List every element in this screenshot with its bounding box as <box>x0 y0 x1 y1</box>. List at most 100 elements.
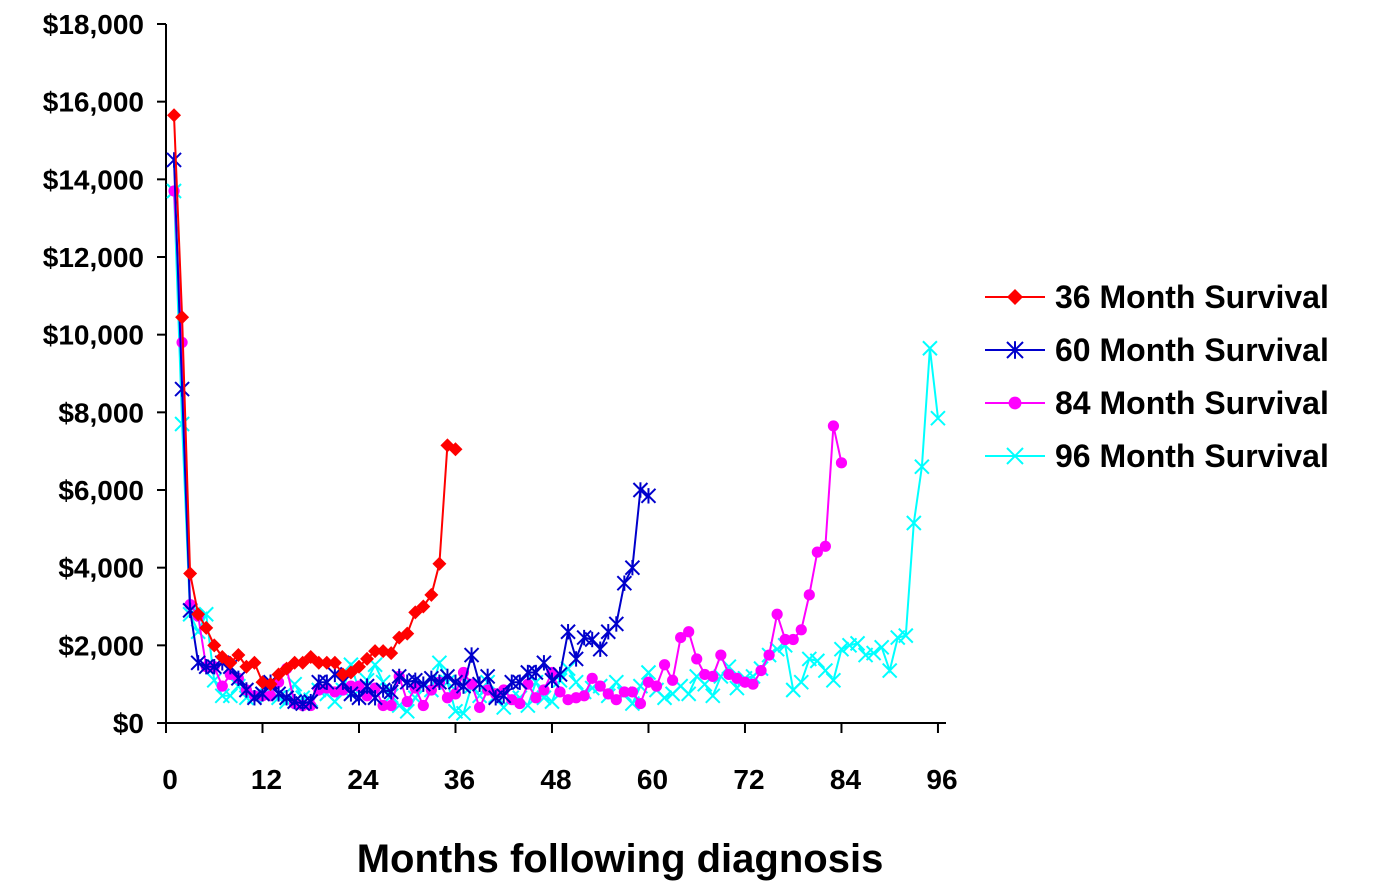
data-point-cross <box>455 705 472 721</box>
data-point-cross-stroke <box>873 639 890 655</box>
legend-label: 96 Month Survival <box>1055 438 1329 474</box>
data-point-star <box>479 668 496 685</box>
data-point-star <box>343 686 359 702</box>
data-point-cross <box>568 674 584 690</box>
data-point-cross <box>817 662 834 679</box>
series-84-month-survival <box>168 185 848 714</box>
data-point-circle <box>707 670 719 683</box>
y-tick-label: $2,000 <box>58 630 144 661</box>
data-point-cross-stroke <box>536 690 552 706</box>
data-point-star <box>166 152 182 168</box>
data-point-circle <box>650 680 663 692</box>
data-point-circle <box>763 649 775 661</box>
data-point-diamond <box>424 587 439 602</box>
data-point-cross <box>873 639 890 655</box>
data-point-circle <box>691 653 703 665</box>
data-point-circle <box>835 457 848 469</box>
data-point-cross-stroke <box>222 688 239 704</box>
data-point-circle <box>578 690 590 702</box>
data-point-cross-stroke <box>922 340 938 356</box>
series-96-month-survival <box>166 183 946 721</box>
data-point-circle <box>779 633 791 646</box>
data-point-star <box>624 559 641 576</box>
data-point-star <box>1006 341 1024 359</box>
data-point-cross-stroke <box>560 660 576 677</box>
data-point-cross-stroke <box>544 693 560 710</box>
data-point-circle <box>755 664 767 677</box>
data-point-cross-stroke <box>230 678 247 694</box>
data-point-cross <box>431 655 448 671</box>
data-point-cross <box>898 627 914 644</box>
data-point-cross-stroke <box>825 672 842 688</box>
x-axis: 0 12 24 36 48 60 72 84 96 <box>162 722 958 795</box>
data-point-circle <box>827 420 840 432</box>
data-point-star <box>383 684 399 700</box>
x-tick-label: 0 <box>162 764 178 795</box>
data-point-circle <box>658 659 671 671</box>
x-tick-label: 12 <box>251 764 282 795</box>
data-point-cross <box>865 645 882 661</box>
data-point-cross <box>174 416 190 432</box>
data-point-cross-stroke <box>705 688 721 704</box>
data-point-cross-stroke <box>455 705 472 721</box>
data-point-cross <box>656 690 673 706</box>
data-point-cross-stroke <box>793 674 809 690</box>
data-point-cross-stroke <box>431 655 448 671</box>
x-tick-label: 72 <box>733 764 764 795</box>
y-tick-label: $10,000 <box>43 320 144 351</box>
data-point-circle <box>514 697 526 710</box>
x-tick-label: 60 <box>637 764 668 795</box>
data-point-star <box>359 678 375 694</box>
data-point-circle <box>675 631 687 644</box>
data-point-diamond <box>191 607 206 622</box>
data-point-circle <box>811 546 823 558</box>
data-point-cross <box>640 664 657 681</box>
data-point-cross <box>882 662 898 679</box>
data-point-circle <box>385 699 397 712</box>
data-point-star <box>632 482 649 498</box>
data-point-cross <box>849 635 866 652</box>
data-point-circle <box>602 688 614 700</box>
data-point-circle <box>803 589 815 601</box>
data-point-circle <box>417 699 429 712</box>
data-point-star <box>423 670 440 687</box>
data-point-star <box>455 678 472 694</box>
x-axis-title: Months following diagnosis <box>357 837 884 881</box>
data-point-diamond <box>368 644 383 659</box>
data-point-cross-stroke <box>174 416 190 432</box>
data-point-cross <box>809 653 826 669</box>
data-point-diamond <box>351 659 366 674</box>
data-point-diamond <box>416 599 431 614</box>
data-point-cross-stroke <box>447 703 464 720</box>
data-point-circle <box>795 624 807 636</box>
data-point-diamond <box>199 620 214 635</box>
data-point-star <box>206 658 222 675</box>
data-point-circle <box>666 674 679 686</box>
legend-item: 60 Month Survival <box>985 332 1329 368</box>
series-line <box>173 190 939 715</box>
data-point-star <box>431 674 448 690</box>
x-tick-label: 48 <box>540 764 571 795</box>
y-tick-label: $4,000 <box>58 553 144 584</box>
data-point-diamond <box>167 108 182 123</box>
legend-item: 36 Month Survival <box>985 279 1329 315</box>
data-point-circle <box>522 678 534 690</box>
series-60-month-survival <box>166 152 657 712</box>
data-point-star <box>407 672 423 688</box>
data-point-cross-stroke <box>640 664 657 681</box>
legend-label: 60 Month Survival <box>1055 332 1329 368</box>
data-point-star <box>640 488 657 504</box>
series-36-month-survival <box>167 108 463 692</box>
data-point-star <box>592 641 608 657</box>
data-point-star <box>270 686 287 702</box>
data-point-cross <box>327 693 343 710</box>
data-point-cross-stroke <box>849 635 866 652</box>
data-point-circle <box>401 696 413 708</box>
data-point-diamond <box>1007 289 1023 305</box>
data-point-star <box>246 690 263 706</box>
data-point-diamond <box>432 556 447 571</box>
data-point-circle <box>618 686 630 698</box>
data-point-circle <box>819 540 831 552</box>
data-point-cross-stroke <box>833 641 850 657</box>
data-point-cross <box>930 410 946 426</box>
